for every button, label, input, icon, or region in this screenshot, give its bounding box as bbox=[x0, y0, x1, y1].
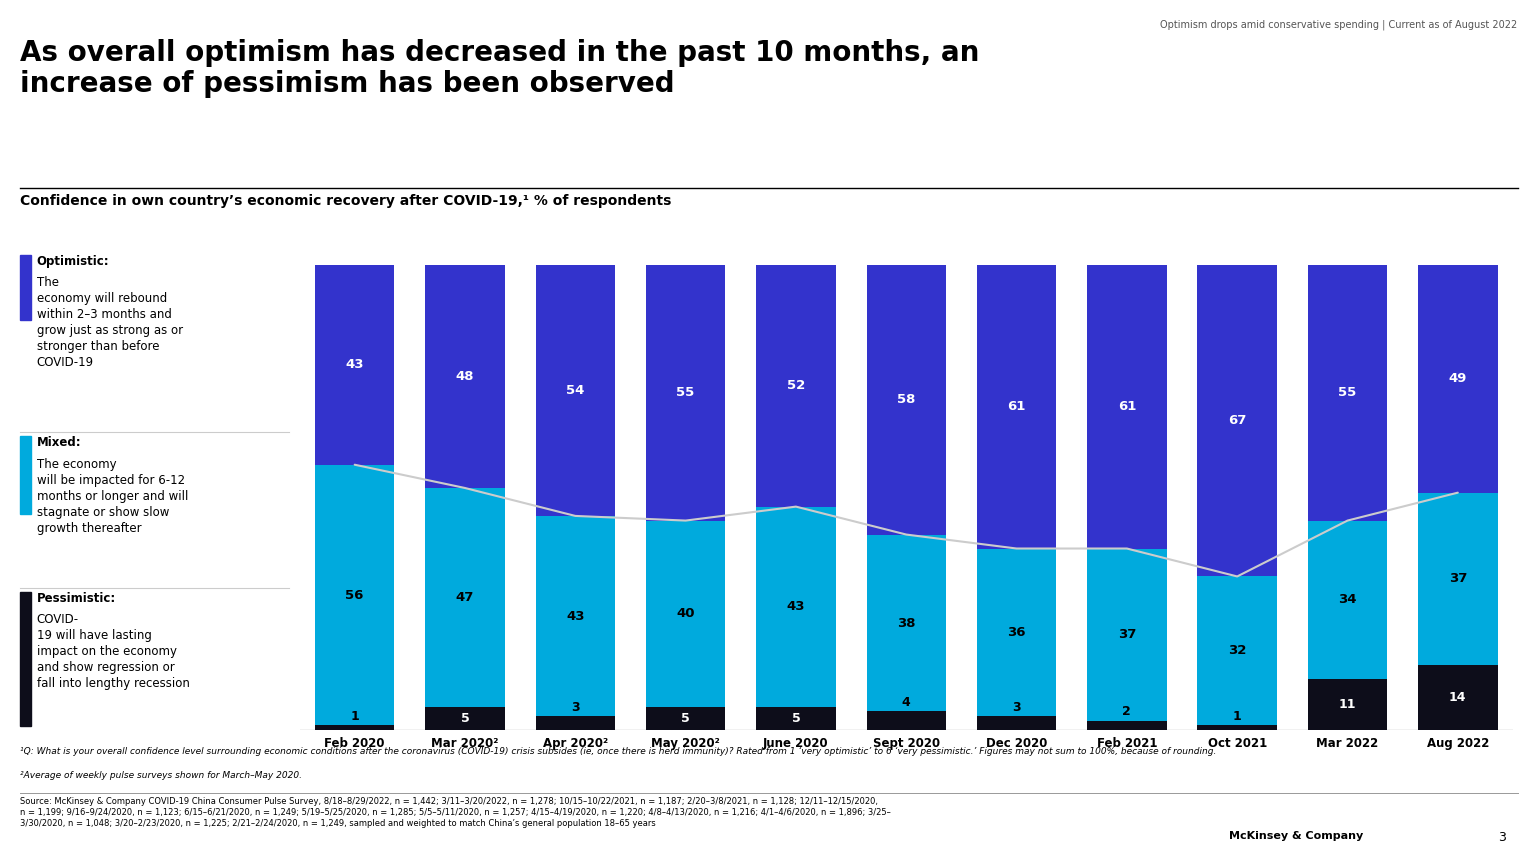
Bar bbox=[977, 264, 1057, 549]
Bar bbox=[315, 726, 395, 730]
Bar bbox=[1087, 264, 1166, 549]
Text: 3: 3 bbox=[1498, 831, 1505, 844]
Text: 1: 1 bbox=[1233, 710, 1241, 723]
Text: Optimistic:: Optimistic: bbox=[37, 255, 109, 268]
Bar bbox=[756, 506, 836, 707]
Text: The
economy will rebound
within 2–3 months and
grow just as strong as or
stronge: The economy will rebound within 2–3 mont… bbox=[37, 276, 183, 370]
Text: 43: 43 bbox=[786, 600, 805, 613]
Text: McKinsey & Company: McKinsey & Company bbox=[1229, 831, 1362, 842]
Text: 48: 48 bbox=[456, 370, 475, 383]
Text: As overall optimism has decreased in the past 10 months, an
increase of pessimis: As overall optimism has decreased in the… bbox=[20, 39, 980, 98]
Bar bbox=[866, 535, 946, 711]
Text: Source: McKinsey & Company COVID-19 China Consumer Pulse Survey, 8/18–8/29/2022,: Source: McKinsey & Company COVID-19 Chin… bbox=[20, 797, 891, 828]
Text: 55: 55 bbox=[1338, 386, 1356, 399]
Text: 4: 4 bbox=[902, 696, 911, 709]
Bar bbox=[536, 264, 614, 516]
Text: 32: 32 bbox=[1227, 645, 1246, 658]
Bar bbox=[536, 516, 614, 716]
Text: 5: 5 bbox=[791, 712, 800, 725]
Bar bbox=[647, 707, 725, 730]
Text: 40: 40 bbox=[676, 607, 694, 620]
Text: 5: 5 bbox=[461, 712, 470, 725]
Bar bbox=[1087, 549, 1166, 721]
Text: 58: 58 bbox=[897, 393, 915, 406]
Text: 38: 38 bbox=[897, 617, 915, 630]
Text: 56: 56 bbox=[346, 588, 364, 601]
Text: 5: 5 bbox=[682, 712, 690, 725]
Bar bbox=[756, 707, 836, 730]
Text: Mixed:: Mixed: bbox=[37, 436, 81, 449]
Text: 2: 2 bbox=[1123, 705, 1130, 719]
Text: 3: 3 bbox=[1012, 701, 1021, 714]
Bar bbox=[1307, 521, 1387, 679]
Bar bbox=[425, 488, 505, 707]
Text: 47: 47 bbox=[456, 591, 475, 604]
Bar bbox=[977, 549, 1057, 716]
Text: 14: 14 bbox=[1448, 691, 1467, 704]
Text: COVID-
19 will have lasting
impact on the economy
and show regression or
fall in: COVID- 19 will have lasting impact on th… bbox=[37, 613, 190, 690]
Bar bbox=[1307, 264, 1387, 521]
Text: 49: 49 bbox=[1448, 372, 1467, 385]
Text: 1: 1 bbox=[350, 710, 359, 723]
Bar bbox=[1087, 721, 1166, 730]
Text: 3: 3 bbox=[571, 701, 579, 714]
Bar bbox=[425, 707, 505, 730]
Text: ¹Q: What is your overall confidence level surrounding economic conditions after : ¹Q: What is your overall confidence leve… bbox=[20, 747, 1217, 756]
Bar bbox=[425, 264, 505, 488]
Bar bbox=[866, 264, 946, 535]
Text: 67: 67 bbox=[1227, 414, 1246, 427]
Bar bbox=[536, 716, 614, 730]
Text: 37: 37 bbox=[1448, 572, 1467, 585]
Text: 52: 52 bbox=[786, 379, 805, 392]
Text: 34: 34 bbox=[1338, 594, 1356, 607]
Text: 36: 36 bbox=[1008, 626, 1026, 638]
Bar bbox=[315, 264, 395, 465]
Text: 61: 61 bbox=[1008, 400, 1026, 413]
Bar bbox=[1307, 679, 1387, 730]
Bar bbox=[1198, 576, 1276, 726]
Text: 37: 37 bbox=[1118, 628, 1137, 641]
Bar bbox=[1418, 665, 1498, 730]
Bar bbox=[647, 264, 725, 521]
Text: 54: 54 bbox=[567, 384, 585, 397]
Text: 43: 43 bbox=[346, 358, 364, 372]
Text: 61: 61 bbox=[1118, 400, 1137, 413]
Text: 43: 43 bbox=[567, 609, 585, 623]
Bar bbox=[1418, 264, 1498, 492]
Bar bbox=[647, 521, 725, 707]
Text: 11: 11 bbox=[1339, 698, 1356, 711]
Text: ²Average of weekly pulse surveys shown for March–May 2020.: ²Average of weekly pulse surveys shown f… bbox=[20, 771, 303, 779]
Text: Confidence in own country’s economic recovery after COVID-19,¹ % of respondents: Confidence in own country’s economic rec… bbox=[20, 194, 671, 208]
Text: Pessimistic:: Pessimistic: bbox=[37, 592, 117, 605]
Text: 55: 55 bbox=[676, 386, 694, 399]
Bar bbox=[1198, 264, 1276, 576]
Text: The economy
will be impacted for 6-12
months or longer and will
stagnate or show: The economy will be impacted for 6-12 mo… bbox=[37, 458, 189, 535]
Bar bbox=[315, 465, 395, 726]
Bar bbox=[977, 716, 1057, 730]
Text: Optimism drops amid conservative spending | Current as of August 2022: Optimism drops amid conservative spendin… bbox=[1160, 19, 1518, 29]
Bar bbox=[1198, 726, 1276, 730]
Bar bbox=[1418, 492, 1498, 665]
Bar bbox=[756, 264, 836, 506]
Bar bbox=[866, 711, 946, 730]
